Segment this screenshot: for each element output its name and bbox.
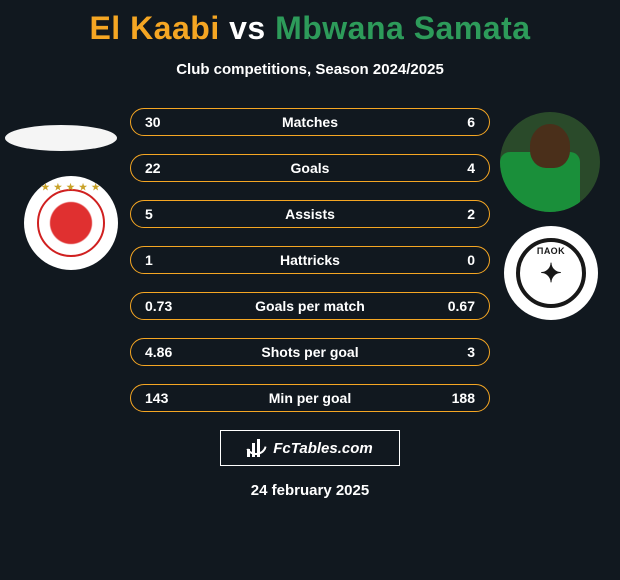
stat-right-value: 3 bbox=[415, 344, 475, 360]
subtitle: Club competitions, Season 2024/2025 bbox=[0, 61, 620, 78]
brand-text: FcTables.com bbox=[273, 440, 372, 457]
stat-right-value: 0 bbox=[415, 252, 475, 268]
stat-label: Goals per match bbox=[205, 298, 415, 314]
stat-left-value: 0.73 bbox=[145, 298, 205, 314]
stat-right-value: 4 bbox=[415, 160, 475, 176]
stat-right-value: 6 bbox=[415, 114, 475, 130]
stat-label: Min per goal bbox=[205, 390, 415, 406]
stat-label: Hattricks bbox=[205, 252, 415, 268]
stat-right-value: 0.67 bbox=[415, 298, 475, 314]
stat-row-goals-per-match: 0.73 Goals per match 0.67 bbox=[130, 292, 490, 320]
stat-label: Goals bbox=[205, 160, 415, 176]
stat-row-goals: 22 Goals 4 bbox=[130, 154, 490, 182]
stat-left-value: 4.86 bbox=[145, 344, 205, 360]
stat-right-value: 2 bbox=[415, 206, 475, 222]
player1-photo bbox=[5, 125, 117, 151]
club-badge-right: ΠΑΟΚ ✦ bbox=[504, 226, 598, 320]
player1-name: El Kaabi bbox=[89, 10, 219, 46]
stat-label: Assists bbox=[205, 206, 415, 222]
date-text: 24 february 2025 bbox=[0, 482, 620, 499]
club-badge-left: ★ ★ ★ ★ ★ bbox=[24, 176, 118, 270]
comparison-title: El Kaabi vs Mbwana Samata bbox=[0, 0, 620, 47]
stat-right-value: 188 bbox=[415, 390, 475, 406]
stat-left-value: 22 bbox=[145, 160, 205, 176]
stat-row-min-per-goal: 143 Min per goal 188 bbox=[130, 384, 490, 412]
stat-label: Matches bbox=[205, 114, 415, 130]
stat-left-value: 5 bbox=[145, 206, 205, 222]
player2-head bbox=[530, 124, 570, 168]
paok-eagle-icon: ✦ bbox=[540, 260, 562, 286]
olympiacos-stars-icon: ★ ★ ★ ★ ★ bbox=[24, 182, 118, 193]
vs-text: vs bbox=[229, 10, 266, 46]
fctables-logo-icon bbox=[247, 439, 267, 457]
stat-label: Shots per goal bbox=[205, 344, 415, 360]
stat-row-assists: 5 Assists 2 bbox=[130, 200, 490, 228]
brand-watermark: FcTables.com bbox=[220, 430, 400, 466]
stat-row-shots-per-goal: 4.86 Shots per goal 3 bbox=[130, 338, 490, 366]
stat-row-matches: 30 Matches 6 bbox=[130, 108, 490, 136]
stats-table: 30 Matches 6 22 Goals 4 5 Assists 2 1 Ha… bbox=[130, 108, 490, 412]
stat-row-hattricks: 1 Hattricks 0 bbox=[130, 246, 490, 274]
olympiacos-crest-icon bbox=[37, 189, 105, 257]
stat-left-value: 30 bbox=[145, 114, 205, 130]
player2-name: Mbwana Samata bbox=[275, 10, 530, 46]
player2-photo bbox=[500, 112, 600, 212]
paok-label: ΠΑΟΚ bbox=[537, 246, 565, 256]
stat-left-value: 143 bbox=[145, 390, 205, 406]
stat-left-value: 1 bbox=[145, 252, 205, 268]
paok-crest-icon: ΠΑΟΚ ✦ bbox=[516, 238, 586, 308]
